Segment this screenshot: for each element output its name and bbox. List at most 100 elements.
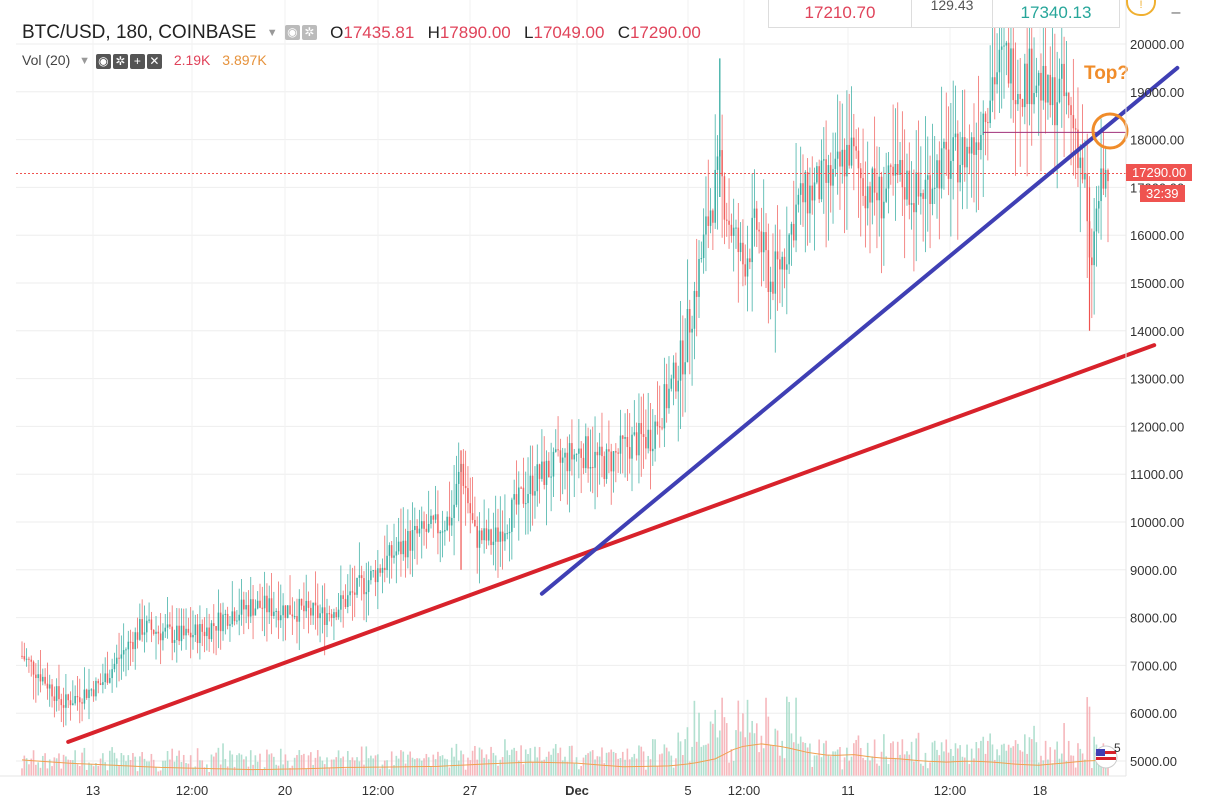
- candle-body: [441, 531, 444, 533]
- candle-body: [1037, 72, 1040, 86]
- candle-body: [139, 619, 141, 640]
- candle-body: [698, 258, 700, 297]
- candle-body: [635, 432, 638, 456]
- volume-bar: [587, 753, 589, 776]
- candle-body: [594, 451, 596, 468]
- candle-body: [404, 540, 407, 558]
- candle-body: [219, 612, 222, 632]
- volume-indicator-label[interactable]: Vol (20): [22, 52, 71, 68]
- candle-body: [418, 528, 421, 534]
- volume-bar: [924, 752, 927, 776]
- volume-bar: [661, 753, 663, 776]
- volume-bar: [483, 757, 485, 776]
- candle-body: [307, 600, 310, 608]
- candle-body: [32, 661, 35, 675]
- volume-bar: [99, 758, 102, 776]
- plus-icon[interactable]: +: [129, 53, 145, 69]
- volume-bar: [718, 730, 721, 776]
- eye-icon[interactable]: ◉: [95, 53, 111, 69]
- candle-body: [492, 541, 495, 546]
- candle-body: [370, 570, 372, 581]
- candle-body: [125, 649, 127, 651]
- x-tick-label: 12:00: [362, 783, 395, 798]
- volume-bar: [326, 757, 328, 776]
- volume-bar: [920, 763, 922, 776]
- candle-body: [679, 340, 682, 381]
- gear-icon[interactable]: ✲: [112, 53, 128, 69]
- volume-bar: [323, 764, 326, 776]
- x-tick-label: Dec: [565, 783, 589, 798]
- volume-bar: [353, 760, 356, 776]
- time-axis: 13 12:00 20 12:00 27 Dec 5 12:00 11 12:00 18: [86, 783, 1047, 798]
- candle-body: [254, 608, 257, 616]
- candle-body: [1102, 168, 1105, 189]
- volume-bar: [947, 752, 950, 776]
- volume-bar: [645, 769, 647, 776]
- eye-icon[interactable]: ◉: [284, 25, 300, 41]
- volume-bar: [721, 697, 723, 776]
- volume-bar: [46, 768, 49, 776]
- volume-bar: [37, 762, 39, 776]
- candle-body: [474, 519, 476, 527]
- bid-box[interactable]: 17210.70: [768, 0, 912, 28]
- candle-body: [841, 149, 844, 167]
- candle-body: [46, 683, 49, 689]
- candle-body: [356, 577, 358, 595]
- candle-body: [88, 689, 90, 698]
- candle-body: [231, 611, 234, 625]
- candle-body: [310, 607, 312, 616]
- volume-bar: [145, 761, 148, 776]
- candle-body: [305, 600, 308, 612]
- candle-body: [175, 625, 178, 641]
- candle-body: [321, 607, 324, 614]
- candle-body: [1012, 48, 1015, 101]
- volume-bar: [855, 739, 857, 776]
- candle-body: [506, 533, 509, 535]
- close-icon[interactable]: ✕: [146, 53, 162, 69]
- candle-body: [712, 210, 714, 223]
- volume-bar: [517, 760, 520, 776]
- volume-bar: [319, 756, 321, 776]
- volume-bar: [908, 754, 911, 776]
- candle-body: [783, 256, 786, 270]
- volume-bar: [180, 761, 183, 776]
- symbol-title[interactable]: BTC/USD, 180, COINBASE: [22, 22, 257, 43]
- volume-bar: [148, 761, 150, 776]
- volume-bar: [395, 755, 398, 776]
- candle-body: [716, 156, 719, 170]
- candle-body: [529, 475, 532, 495]
- candle-body: [471, 513, 474, 520]
- volume-bar: [658, 754, 661, 776]
- volume-bar: [1107, 761, 1109, 776]
- volume-bar: [834, 751, 837, 776]
- minimize-icon[interactable]: –: [1171, 4, 1181, 21]
- chevron-down-icon[interactable]: ▼: [266, 26, 278, 39]
- volume-bar: [559, 747, 562, 776]
- volume-bar: [767, 716, 770, 776]
- candle-body: [1044, 65, 1047, 103]
- volume-bar: [649, 759, 652, 776]
- volume-bars: [21, 696, 1109, 776]
- candle-body: [58, 686, 60, 700]
- candle-body: [1097, 201, 1100, 209]
- volume-bar: [968, 764, 971, 776]
- volume-bar: [862, 757, 864, 776]
- volume-bar: [346, 751, 349, 776]
- candle-body: [878, 176, 881, 201]
- volume-bar: [737, 700, 740, 776]
- candle-body: [742, 242, 744, 265]
- candle-body: [836, 151, 839, 159]
- volume-bar: [746, 699, 749, 776]
- candle-body: [587, 436, 589, 469]
- x-tick-label: 27: [463, 783, 477, 798]
- volume-bar: [758, 752, 760, 776]
- candle-body: [266, 595, 268, 613]
- gear-icon[interactable]: ✲: [301, 25, 317, 41]
- chevron-down-icon[interactable]: ▼: [79, 55, 91, 68]
- volume-bar: [825, 740, 827, 776]
- candle-body: [987, 122, 989, 124]
- candle-body: [527, 494, 529, 504]
- ask-box[interactable]: 17340.13: [992, 0, 1120, 28]
- candle-body: [1054, 77, 1056, 126]
